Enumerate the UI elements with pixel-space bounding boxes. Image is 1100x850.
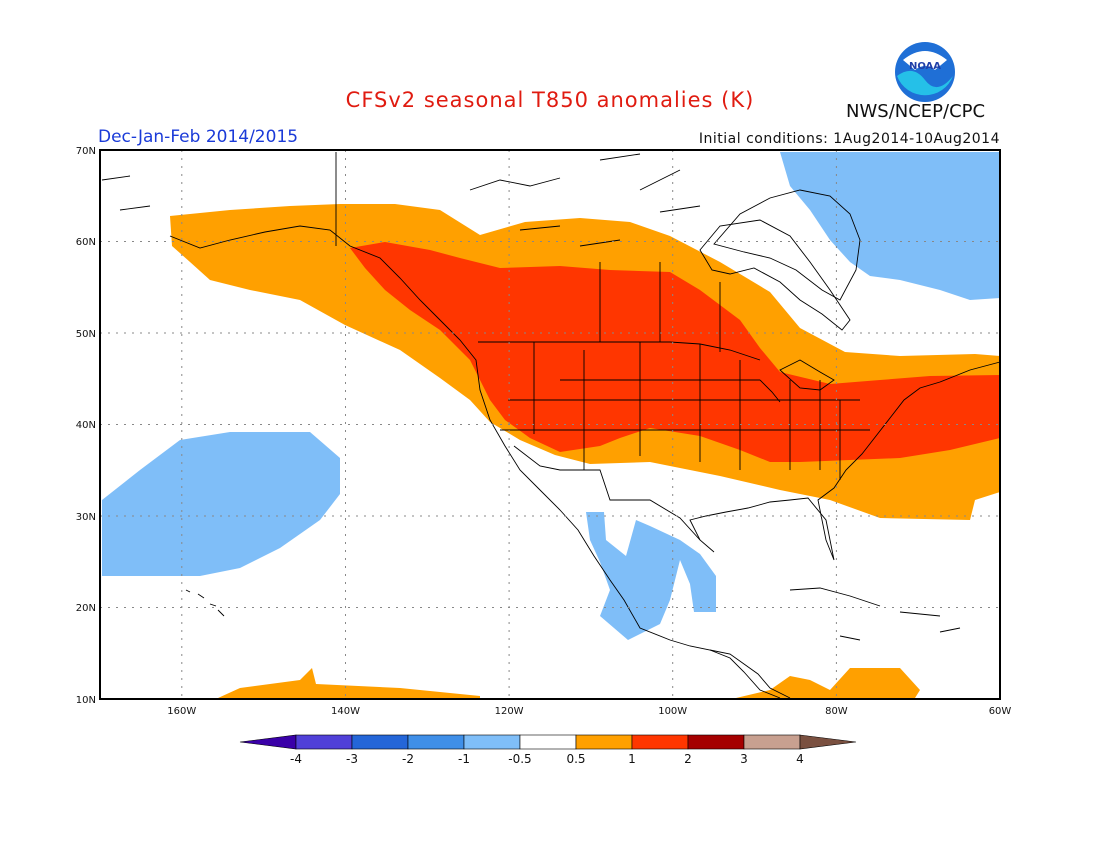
colorbar-label: 4: [796, 752, 804, 766]
lat-lon-grid: [100, 150, 1000, 699]
alaska-coastline: [169, 225, 781, 699]
canada-province-lines: [335, 152, 721, 352]
great-lakes: [759, 359, 835, 403]
coastlines: [101, 152, 1001, 699]
warm-tropical-pacific: [218, 668, 480, 698]
colorbar-label: -2: [402, 752, 414, 766]
colorbar: -4 -3 -2 -1 -0.5 0.5 1 2 3 4: [239, 734, 857, 766]
lon-label: 120W: [495, 706, 524, 717]
initial-conditions-label: Initial conditions: 1Aug2014-10Aug2014: [698, 131, 1000, 147]
colorbar-swatch: [463, 734, 521, 750]
lat-label: 70N: [76, 146, 96, 157]
lat-label: 20N: [76, 603, 96, 614]
season-label: Dec-Jan-Feb 2014/2015: [98, 127, 299, 147]
map-title: CFSv2 seasonal T850 anomalies (K): [345, 88, 755, 112]
colorbar-swatch: [407, 734, 465, 750]
logo-text: NOAA: [909, 61, 941, 72]
lon-label: 100W: [658, 706, 687, 717]
lat-label: 30N: [76, 512, 96, 523]
colorbar-label: -0.5: [508, 752, 531, 766]
colorbar-swatch: [295, 734, 353, 750]
agency-label: NWS/NCEP/CPC: [846, 101, 986, 122]
map-frame: [99, 149, 1001, 700]
warm-core-continental-us: [350, 242, 1000, 462]
greenland-coast: [713, 189, 861, 301]
anomaly-fills: [102, 152, 1000, 698]
arctic-islands: [101, 153, 701, 247]
latitude-labels: 70N 60N 50N 40N 30N 20N 10N: [76, 146, 96, 706]
longitude-labels: 160W 140W 120W 100W 80W 60W: [167, 706, 1011, 717]
canada-us-border: [478, 341, 761, 361]
cool-mexico: [586, 512, 716, 640]
lat-label: 50N: [76, 329, 96, 340]
lon-label: 140W: [331, 706, 360, 717]
colorbar-label: -3: [346, 752, 358, 766]
colorbar-arrow-high: [799, 734, 857, 750]
colorbar-swatch: [519, 734, 577, 750]
lon-label: 80W: [825, 706, 848, 717]
caribbean-islands: [789, 587, 961, 641]
lat-label: 40N: [76, 420, 96, 431]
noaa-logo-icon: NOAA: [895, 42, 955, 102]
us-mexico-border: [513, 445, 701, 541]
colorbar-swatch: [631, 734, 689, 750]
colorbar-label: 3: [740, 752, 748, 766]
colorbar-label: -1: [458, 752, 470, 766]
cool-eastern-canada: [780, 152, 1000, 300]
colorbar-swatch: [743, 734, 801, 750]
hawaii-islands: [185, 589, 225, 617]
colorbar-label: -4: [290, 752, 302, 766]
colorbar-label: 0.5: [566, 752, 585, 766]
gulf-coastline: [689, 361, 1001, 561]
lat-label: 60N: [76, 237, 96, 248]
colorbar-label: 1: [628, 752, 636, 766]
colorbar-label: 2: [684, 752, 692, 766]
colorbar-arrow-low: [239, 734, 297, 750]
lon-label: 60W: [989, 706, 1012, 717]
colorbar-swatch: [351, 734, 409, 750]
colorbar-swatch: [687, 734, 745, 750]
central-america: [709, 649, 791, 699]
warm-caribbean: [736, 668, 920, 698]
cool-north-pacific: [102, 432, 340, 576]
lat-label: 10N: [76, 695, 96, 706]
lon-label: 160W: [167, 706, 196, 717]
colorbar-swatch: [575, 734, 633, 750]
hudson-bay: [699, 219, 851, 331]
